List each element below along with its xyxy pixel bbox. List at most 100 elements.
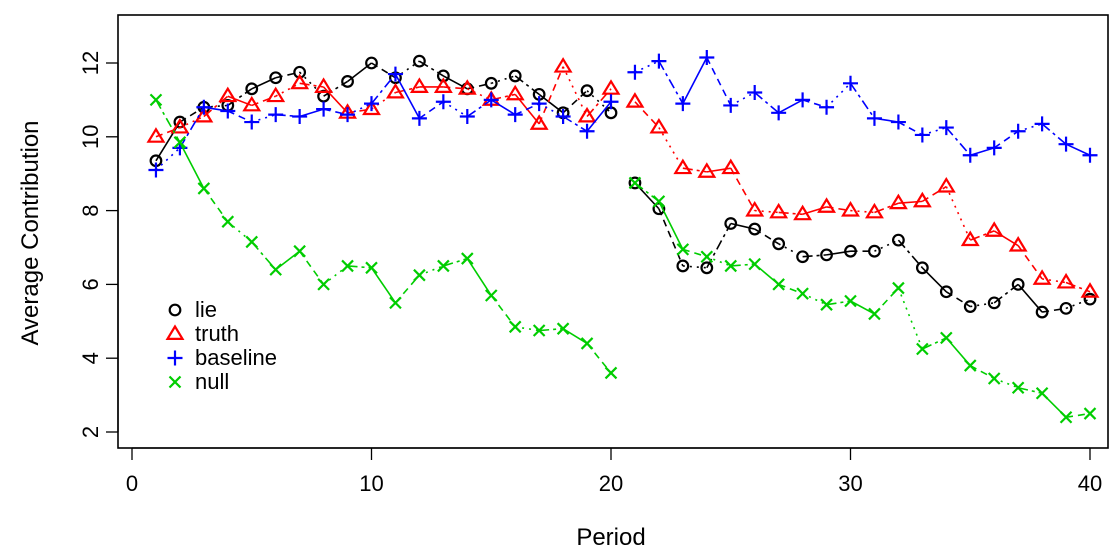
baseline-point — [723, 97, 739, 113]
y-tick-label: 10 — [78, 125, 103, 149]
baseline-point — [866, 110, 882, 126]
lie-point — [915, 261, 929, 275]
baseline-line-segment — [347, 102, 372, 116]
baseline-line-segment — [562, 115, 588, 132]
y-tick-label: 2 — [78, 426, 103, 438]
lie-point — [1035, 305, 1049, 319]
legend-marker-lie — [168, 303, 182, 317]
baseline-line-segment — [1017, 123, 1043, 133]
null-point — [197, 182, 211, 195]
series-truth — [146, 57, 1100, 298]
baseline-point — [316, 101, 332, 117]
null-point — [269, 263, 282, 276]
legend-marker-baseline — [167, 350, 183, 366]
baseline-line-segment — [490, 99, 516, 116]
series-null — [149, 93, 1097, 424]
baseline-line-segment — [586, 101, 612, 132]
lie-point — [748, 222, 762, 236]
lie-point — [365, 56, 378, 70]
null-point — [987, 372, 1001, 385]
baseline-line-segment — [922, 126, 947, 136]
x-tick-label: 30 — [838, 471, 862, 496]
baseline-line-segment — [754, 91, 780, 114]
truth-point — [1056, 272, 1076, 289]
null-point — [724, 259, 738, 273]
lie-point — [628, 176, 642, 190]
null-line-segment — [539, 327, 564, 332]
null-line-segment — [179, 141, 205, 189]
null-line-segment — [658, 201, 684, 250]
lie-point — [508, 69, 522, 83]
null-point — [748, 257, 761, 271]
truth-point — [146, 127, 166, 143]
truth-point — [864, 202, 884, 219]
null-point — [365, 261, 378, 275]
series-layer — [146, 49, 1100, 424]
baseline-point — [890, 114, 906, 130]
lie-line-segment — [275, 71, 300, 79]
truth-point — [362, 99, 381, 116]
truth-point — [625, 92, 645, 108]
truth-point — [936, 176, 956, 193]
truth-point — [1080, 282, 1100, 298]
null-line-segment — [1065, 412, 1091, 419]
truth-point — [409, 77, 429, 93]
baseline-line-segment — [658, 60, 684, 104]
baseline-point — [699, 49, 715, 65]
null-line-segment — [850, 300, 875, 315]
lie-point — [1083, 292, 1097, 306]
null-point — [1083, 407, 1097, 420]
truth-point — [601, 79, 621, 95]
baseline-point — [387, 66, 403, 82]
baseline-point — [220, 103, 236, 119]
truth-point — [553, 57, 573, 73]
null-line-segment — [993, 377, 1019, 389]
baseline-point — [651, 53, 667, 69]
null-line-segment — [897, 287, 924, 350]
baseline-line-segment — [849, 82, 876, 119]
null-line-segment — [802, 292, 827, 306]
truth-point — [673, 158, 693, 175]
lie-point — [413, 54, 426, 68]
lie-point — [341, 75, 354, 88]
null-point — [149, 93, 163, 107]
null-point — [628, 176, 642, 190]
baseline-point — [962, 147, 978, 163]
truth-line-segment — [179, 115, 205, 129]
lie-point — [1059, 301, 1073, 315]
x-axis-title: Period — [576, 524, 645, 551]
truth-point — [505, 84, 525, 101]
series-baseline — [148, 49, 1098, 178]
series-lie — [149, 54, 1097, 319]
baseline-line-segment — [634, 60, 660, 73]
y-axis: 2 4 6 8 10 12 — [78, 51, 119, 438]
lie-point — [245, 82, 259, 96]
baseline-line-segment — [394, 73, 421, 119]
lie-line-segment — [394, 60, 420, 79]
lie-point — [484, 76, 498, 90]
baseline-line-segment — [970, 147, 995, 157]
truth-line-segment — [371, 91, 396, 110]
lie-point — [844, 244, 857, 258]
x-tick-label: 0 — [126, 471, 138, 496]
lie-point — [772, 237, 786, 251]
lie-line-segment — [778, 243, 803, 258]
null-point — [916, 342, 929, 356]
legend-item-lie: lie — [168, 297, 217, 322]
baseline-line-segment — [730, 91, 756, 107]
lie-point — [1011, 278, 1025, 291]
baseline-point — [340, 107, 356, 123]
legend-item-baseline: baseline — [167, 345, 277, 370]
null-line-segment — [419, 265, 444, 276]
null-point — [963, 359, 977, 372]
null-line-segment — [826, 300, 851, 306]
truth-point — [697, 162, 717, 178]
baseline-point — [268, 107, 284, 123]
null-point — [508, 320, 522, 334]
lie-line-segment — [826, 250, 851, 256]
truth-point — [721, 158, 741, 175]
null-point — [461, 252, 474, 265]
null-line-segment — [682, 248, 708, 258]
baseline-line-segment — [179, 106, 205, 149]
baseline-point — [364, 96, 379, 112]
